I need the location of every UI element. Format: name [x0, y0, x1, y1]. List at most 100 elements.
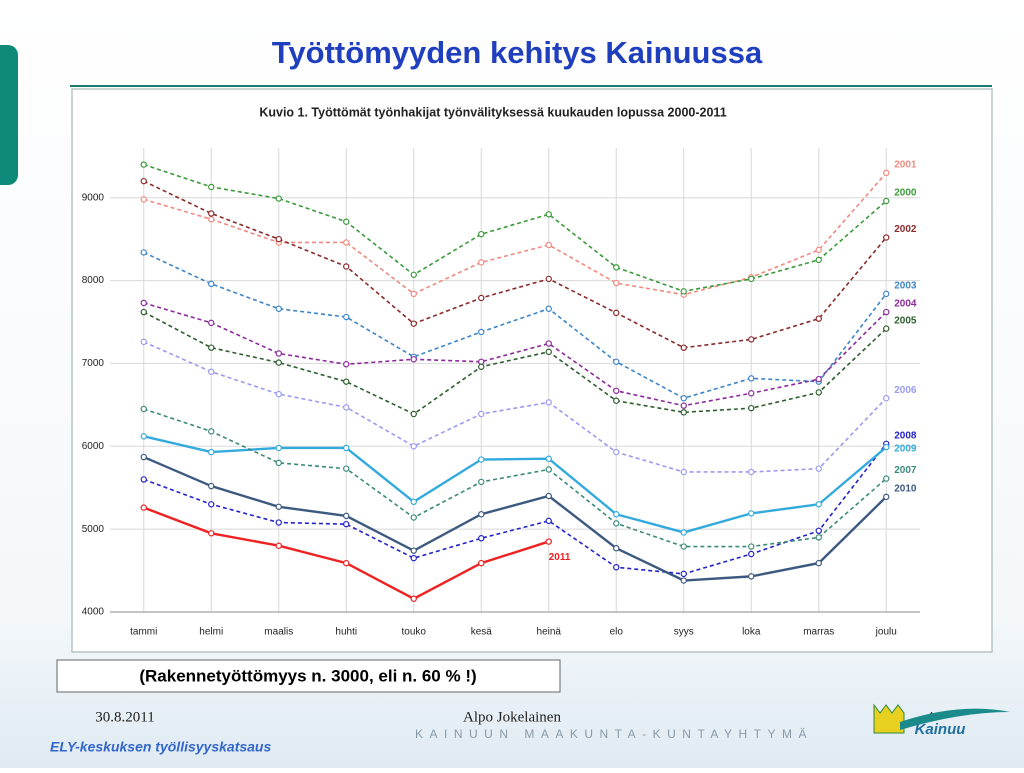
point — [208, 428, 215, 435]
legend-label: 2011 — [549, 552, 571, 563]
logo-wave — [900, 708, 1010, 730]
y-tick-label: 6000 — [82, 441, 105, 452]
point — [545, 399, 552, 406]
point — [208, 344, 215, 351]
x-tick-label: marras — [803, 627, 834, 638]
point — [343, 263, 350, 270]
point — [410, 356, 417, 363]
point — [680, 468, 687, 476]
footer: ELY-keskuksen työllisyyskatsaus — [50, 739, 271, 755]
point — [140, 504, 147, 511]
point — [208, 280, 215, 288]
point — [140, 405, 147, 413]
point — [613, 387, 620, 394]
point — [883, 493, 890, 501]
point — [545, 211, 552, 218]
point — [680, 570, 687, 578]
x-tick-label: tammi — [130, 627, 157, 638]
y-tick-label: 4000 — [82, 607, 105, 618]
point — [275, 503, 282, 510]
point — [815, 246, 822, 254]
series-line — [143, 341, 887, 473]
point — [140, 476, 147, 483]
point — [343, 520, 350, 528]
point — [208, 210, 215, 217]
x-tick-label: helmi — [199, 627, 223, 638]
point — [478, 511, 485, 518]
note-box — [56, 659, 561, 693]
point — [343, 404, 350, 411]
point — [343, 361, 350, 368]
point — [613, 397, 620, 404]
y-tick-label: 9000 — [82, 192, 105, 203]
point — [343, 465, 350, 472]
point — [275, 542, 282, 549]
point — [410, 290, 417, 298]
point — [410, 554, 417, 562]
point — [208, 216, 215, 223]
point — [343, 239, 350, 246]
series-line — [143, 172, 887, 296]
point — [275, 444, 282, 452]
series-line — [143, 435, 888, 534]
point — [140, 249, 147, 256]
point — [208, 183, 215, 191]
point — [343, 313, 350, 321]
chart-title: Kuvio 1. Työttömät työnhakijat työnvälit… — [259, 105, 726, 119]
side-bar — [0, 45, 18, 185]
point — [680, 288, 687, 295]
point — [680, 395, 687, 402]
legend-label: 2000 — [894, 188, 917, 199]
point — [748, 550, 755, 558]
point — [208, 448, 215, 456]
x-tick-label: joulu — [875, 627, 897, 638]
y-tick-label: 8000 — [82, 275, 105, 286]
point — [343, 512, 350, 520]
point — [140, 338, 147, 346]
point — [545, 340, 552, 347]
point — [748, 404, 755, 412]
point — [883, 290, 890, 298]
point — [680, 344, 687, 351]
point — [613, 309, 620, 317]
point — [343, 444, 350, 452]
point — [748, 468, 755, 476]
point — [410, 320, 417, 327]
legend-label: 2005 — [894, 315, 917, 326]
logo-text: Kainuu — [915, 721, 966, 738]
point — [545, 517, 552, 525]
point — [478, 535, 485, 542]
point — [275, 195, 282, 202]
point — [883, 169, 890, 177]
point — [883, 197, 890, 205]
x-tick-label: maalis — [264, 627, 293, 638]
point — [545, 538, 552, 545]
x-tick-label: touko — [402, 627, 427, 638]
point — [883, 395, 890, 402]
point — [613, 520, 620, 527]
organization: KAINUUN MAAKUNTA-KUNTAYHTYMÄ — [415, 727, 813, 741]
point — [410, 410, 417, 418]
note: (Rakennetyöttömyys n. 3000, eli n. 60 % … — [139, 666, 476, 685]
slide-title: Työttömyyden kehitys Kainuussa — [272, 35, 763, 70]
point — [815, 465, 822, 472]
point — [883, 234, 890, 241]
point — [680, 529, 687, 536]
point — [883, 475, 890, 482]
point — [140, 196, 147, 203]
x-tick-label: elo — [610, 627, 624, 638]
point — [275, 350, 282, 357]
point — [680, 577, 687, 584]
point — [613, 448, 620, 456]
point — [478, 230, 485, 238]
point — [208, 368, 215, 375]
point — [343, 559, 350, 567]
point — [680, 543, 687, 550]
point — [748, 510, 755, 517]
point — [883, 325, 890, 332]
point — [410, 271, 417, 278]
point — [613, 511, 620, 518]
y-tick-label: 7000 — [82, 358, 105, 369]
point — [275, 359, 282, 366]
